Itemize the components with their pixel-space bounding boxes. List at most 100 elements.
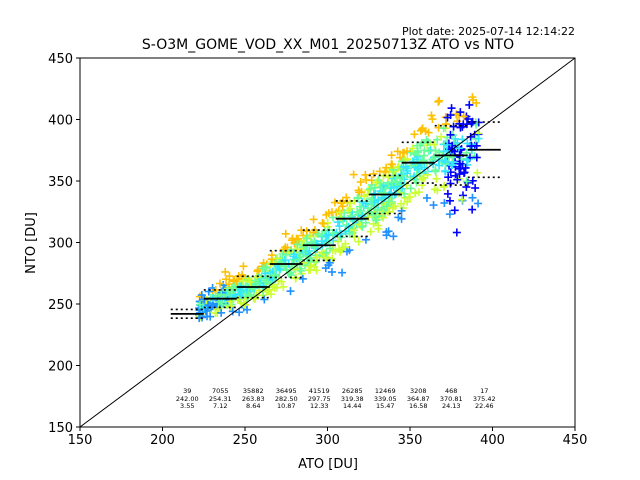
- data-point: [411, 189, 420, 198]
- data-point: [195, 300, 204, 309]
- data-point: [391, 202, 400, 211]
- data-point: [441, 120, 450, 129]
- data-point: [424, 128, 433, 137]
- data-point: [306, 262, 315, 271]
- bin-mean-label: 242.00: [176, 395, 199, 403]
- data-point: [403, 197, 412, 206]
- data-point: [472, 153, 481, 162]
- data-point: [288, 234, 297, 243]
- data-point: [300, 242, 309, 251]
- data-point: [197, 291, 206, 300]
- data-point: [444, 152, 453, 161]
- data-point: [215, 279, 224, 288]
- x-tick-label: 400: [480, 433, 505, 448]
- data-point: [279, 245, 288, 254]
- data-point: [387, 160, 396, 169]
- data-point: [369, 169, 378, 178]
- data-point: [372, 178, 381, 187]
- data-point: [335, 245, 344, 254]
- data-point: [354, 193, 363, 202]
- bin-mean-label: 339.05: [374, 395, 397, 403]
- data-point: [338, 196, 347, 205]
- data-point: [384, 227, 393, 236]
- data-point: [367, 205, 376, 214]
- data-point: [322, 231, 331, 240]
- data-point: [450, 147, 459, 156]
- data-point: [446, 130, 455, 139]
- x-tick-label: 200: [150, 433, 175, 448]
- data-point: [405, 193, 414, 202]
- data-point: [354, 186, 363, 195]
- bin-count-label: 3208: [410, 387, 427, 395]
- data-point: [389, 232, 398, 241]
- data-point: [399, 148, 408, 157]
- data-point: [397, 199, 406, 208]
- data-point: [273, 254, 282, 263]
- bin-mean-label: 297.75: [308, 395, 331, 403]
- data-point: [453, 175, 462, 184]
- data-point: [435, 96, 444, 105]
- data-point: [468, 205, 477, 214]
- data-point: [331, 246, 340, 255]
- data-point: [450, 206, 459, 215]
- data-point: [462, 177, 471, 186]
- data-point: [364, 213, 373, 222]
- data-point: [393, 147, 402, 156]
- bin-count-label: 39: [183, 387, 191, 395]
- data-point: [467, 142, 476, 151]
- data-point: [460, 168, 469, 177]
- data-point: [456, 108, 465, 117]
- y-tick-label: 300: [48, 237, 73, 252]
- data-point: [335, 208, 344, 217]
- data-point: [443, 113, 452, 122]
- bin-mean-label: 282.50: [275, 395, 298, 403]
- data-point: [455, 164, 464, 173]
- data-point: [396, 153, 405, 162]
- data-point: [379, 213, 388, 222]
- data-point: [260, 295, 269, 304]
- data-point: [323, 218, 332, 227]
- data-point: [235, 308, 244, 317]
- x-tick-label: 300: [315, 433, 340, 448]
- data-point: [293, 240, 302, 249]
- bin-std-label: 12.33: [310, 402, 329, 410]
- data-point: [432, 174, 441, 183]
- bin-std-label: 8.64: [246, 402, 260, 410]
- data-point: [319, 219, 328, 228]
- data-point: [353, 207, 362, 216]
- data-point: [221, 267, 230, 276]
- bin-count-label: 35882: [243, 387, 264, 395]
- data-point: [375, 167, 384, 176]
- x-axis-label: ATO [DU]: [298, 457, 358, 472]
- one-to-one-line: [79, 57, 576, 428]
- data-point: [341, 243, 350, 252]
- data-point: [276, 265, 285, 274]
- bin-std-label: 10.87: [277, 402, 296, 410]
- data-point: [374, 196, 383, 205]
- data-point: [440, 198, 449, 207]
- data-point: [445, 196, 454, 205]
- data-point: [443, 189, 452, 198]
- data-point: [389, 165, 398, 174]
- data-point: [408, 157, 417, 166]
- bin-std-label: 15.47: [376, 402, 395, 410]
- data-point: [322, 210, 331, 219]
- data-point: [468, 93, 477, 102]
- data-point: [328, 208, 337, 217]
- data-point: [207, 303, 216, 312]
- y-tick-label: 250: [48, 298, 73, 313]
- data-point: [378, 212, 387, 221]
- x-tick-label: 250: [233, 433, 258, 448]
- data-point: [408, 144, 417, 153]
- data-point: [217, 308, 226, 317]
- data-point: [382, 163, 391, 172]
- data-point: [338, 268, 347, 277]
- data-point: [302, 234, 311, 243]
- data-point: [428, 115, 437, 124]
- data-point: [431, 152, 440, 161]
- data-point: [278, 249, 287, 258]
- data-point: [259, 259, 268, 268]
- data-point: [235, 290, 244, 299]
- data-point: [200, 295, 209, 304]
- data-point: [394, 213, 403, 222]
